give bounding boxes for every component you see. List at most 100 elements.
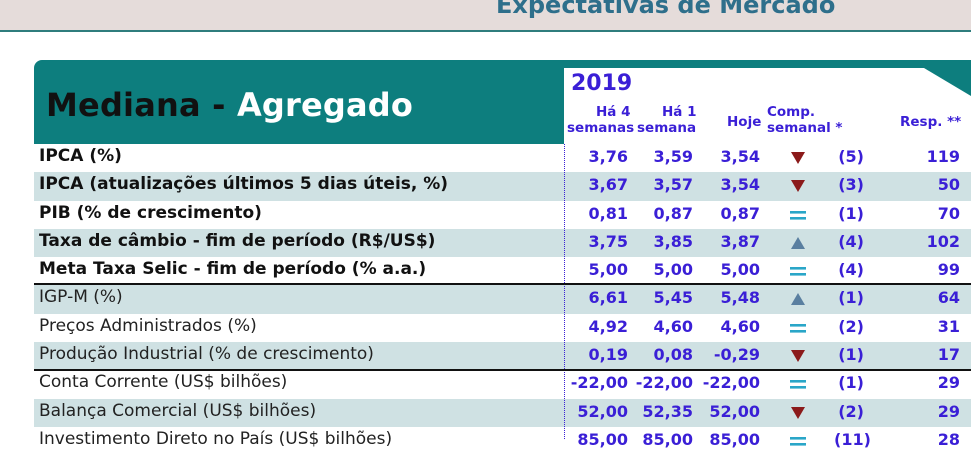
up-triangle-icon xyxy=(791,293,805,306)
weekly-comparison: (1) xyxy=(838,345,864,365)
value-4-weeks-ago: 52,00 xyxy=(577,401,628,421)
up-triangle-icon xyxy=(791,236,805,249)
value-1-week-ago: 5,45 xyxy=(653,288,693,308)
respondents-count: 70 xyxy=(937,203,960,223)
value-4-weeks-ago: 3,67 xyxy=(588,175,628,195)
value-today: 0,87 xyxy=(720,203,760,223)
report-title: Expectativas de Mercado xyxy=(496,0,836,19)
down-triangle-icon xyxy=(791,350,805,363)
row-label: Meta Taxa Selic - fim de período (% a.a.… xyxy=(39,259,427,280)
weekly-comparison: (4) xyxy=(838,231,864,251)
weekly-comparison: (11) xyxy=(834,429,871,449)
value-4-weeks-ago: 3,76 xyxy=(588,147,628,166)
weekly-comparison: (5) xyxy=(838,147,864,166)
year-label: 2019 xyxy=(571,71,633,96)
col-header-4-weeks-line2: semanas xyxy=(567,120,635,136)
equal-icon xyxy=(790,380,806,389)
col-header-today: Hoje xyxy=(727,114,762,130)
table-row: Conta Corrente (US$ bilhões) -22,00 -22,00… xyxy=(34,370,971,398)
value-today: 3,54 xyxy=(720,147,760,166)
table-row: IPCA (atualizações últimos 5 dias úteis,… xyxy=(34,172,971,201)
heading-agregado: Agregado xyxy=(236,86,414,124)
respondents-count: 31 xyxy=(937,316,960,336)
row-label: Produção Industrial (% de crescimento) xyxy=(39,344,374,365)
value-4-weeks-ago: 6,61 xyxy=(588,288,628,308)
equal-icon xyxy=(790,436,806,446)
value-today: 3,54 xyxy=(720,175,760,195)
respondents-count: 28 xyxy=(937,429,960,449)
column-header-box xyxy=(564,68,971,144)
value-today: 52,00 xyxy=(709,401,760,421)
table-row: IGP-M (%) 6,61 5,45 5,48 (1) 64 xyxy=(34,285,971,314)
down-triangle-icon xyxy=(791,152,805,164)
respondents-count: 119 xyxy=(926,147,960,166)
value-1-week-ago: -22,00 xyxy=(635,373,693,393)
row-label: IPCA (atualizações últimos 5 dias úteis,… xyxy=(39,174,449,195)
weekly-comparison: (1) xyxy=(838,373,864,393)
value-4-weeks-ago: 0,19 xyxy=(588,345,628,365)
col-header-4-weeks-line1: Há 4 xyxy=(596,104,631,120)
group-separator xyxy=(34,283,971,285)
equal-icon xyxy=(790,267,806,276)
value-today: -0,29 xyxy=(713,345,760,365)
value-4-weeks-ago: -22,00 xyxy=(570,373,628,393)
value-1-week-ago: 3,57 xyxy=(653,175,693,195)
table-row: Balança Comercial (US$ bilhões) 52,00 52,3… xyxy=(34,398,971,427)
respondents-count: 29 xyxy=(937,401,960,421)
table-heading: Mediana - Agregado xyxy=(46,86,413,124)
value-1-week-ago: 52,35 xyxy=(642,401,693,421)
table-row: Preços Administrados (%) 4,92 4,60 4,60 (2) 3… xyxy=(34,314,971,342)
down-triangle-icon xyxy=(791,180,805,193)
respondents-count: 99 xyxy=(937,260,960,280)
value-1-week-ago: 85,00 xyxy=(642,429,693,449)
value-today: 85,00 xyxy=(709,429,760,449)
row-label: Balança Comercial (US$ bilhões) xyxy=(39,400,317,421)
table-row: Taxa de câmbio - fim de período (R$/US$)… xyxy=(34,228,971,258)
weekly-comparison: (1) xyxy=(838,288,864,308)
heading-mediana: Mediana - xyxy=(46,86,237,124)
col-header-1-week-line2: semana xyxy=(637,120,697,136)
group-separator xyxy=(34,369,971,371)
value-4-weeks-ago: 3,75 xyxy=(588,231,628,251)
col-header-comp-line2: semanal * xyxy=(767,120,843,136)
value-today: 5,48 xyxy=(720,288,760,308)
table-row: IPCA (%) 3,76 3,59 3,54 (5) 119 xyxy=(34,144,971,172)
table-row: Investimento Direto no País (US$ bilhões… xyxy=(34,427,971,455)
row-label: IGP-M (%) xyxy=(39,287,123,308)
value-4-weeks-ago: 4,92 xyxy=(588,316,628,336)
value-today: 5,00 xyxy=(720,260,760,280)
value-1-week-ago: 5,00 xyxy=(653,260,693,280)
down-triangle-icon xyxy=(791,406,805,419)
col-header-comp-line1: Comp. xyxy=(767,104,816,120)
respondents-count: 50 xyxy=(937,175,960,195)
column-divider xyxy=(564,144,565,439)
value-today: -22,00 xyxy=(702,373,760,393)
respondents-count: 102 xyxy=(926,231,960,251)
weekly-comparison: (2) xyxy=(838,316,864,336)
row-label: PIB (% de crescimento) xyxy=(39,202,262,223)
value-today: 4,60 xyxy=(720,316,760,336)
value-4-weeks-ago: 0,81 xyxy=(588,203,628,223)
data-table: IPCA (%) 3,76 3,59 3,54 (5) 119 IPCA (atualiza… xyxy=(34,144,971,455)
respondents-count: 17 xyxy=(937,345,960,365)
top-band: Expectativas de Mercado xyxy=(0,0,971,32)
col-header-resp: Resp. ** xyxy=(900,114,962,130)
weekly-comparison: (1) xyxy=(838,203,864,223)
weekly-comparison: (4) xyxy=(838,260,864,280)
value-4-weeks-ago: 5,00 xyxy=(588,260,628,280)
row-label: Preços Administrados (%) xyxy=(39,315,257,336)
value-1-week-ago: 0,08 xyxy=(653,345,693,365)
row-label: Taxa de câmbio - fim de período (R$/US$) xyxy=(39,230,436,251)
value-1-week-ago: 3,59 xyxy=(653,147,693,166)
weekly-comparison: (2) xyxy=(838,401,864,421)
value-1-week-ago: 3,85 xyxy=(653,231,693,251)
row-label: IPCA (%) xyxy=(39,146,122,166)
value-1-week-ago: 0,87 xyxy=(653,203,693,223)
table-row: Produção Industrial (% de crescimento) 0,… xyxy=(34,342,971,371)
value-today: 3,87 xyxy=(720,231,760,251)
equal-icon xyxy=(790,210,806,220)
value-1-week-ago: 4,60 xyxy=(653,316,693,336)
col-header-1-week-line1: Há 1 xyxy=(662,104,697,120)
row-label: Conta Corrente (US$ bilhões) xyxy=(39,372,288,393)
value-4-weeks-ago: 85,00 xyxy=(577,429,628,449)
